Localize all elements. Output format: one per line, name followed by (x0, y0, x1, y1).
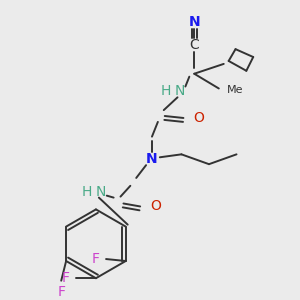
Text: H: H (160, 84, 171, 98)
Text: F: F (91, 252, 99, 266)
Text: O: O (151, 200, 161, 213)
Text: N: N (174, 84, 185, 98)
Text: F: F (57, 286, 65, 299)
Text: N: N (188, 15, 200, 28)
Text: N: N (146, 152, 158, 166)
Text: C: C (189, 38, 199, 52)
Text: F: F (61, 271, 70, 285)
Text: Me: Me (227, 85, 243, 95)
Text: N: N (96, 185, 106, 199)
Text: O: O (194, 111, 205, 125)
Text: H: H (82, 185, 92, 199)
